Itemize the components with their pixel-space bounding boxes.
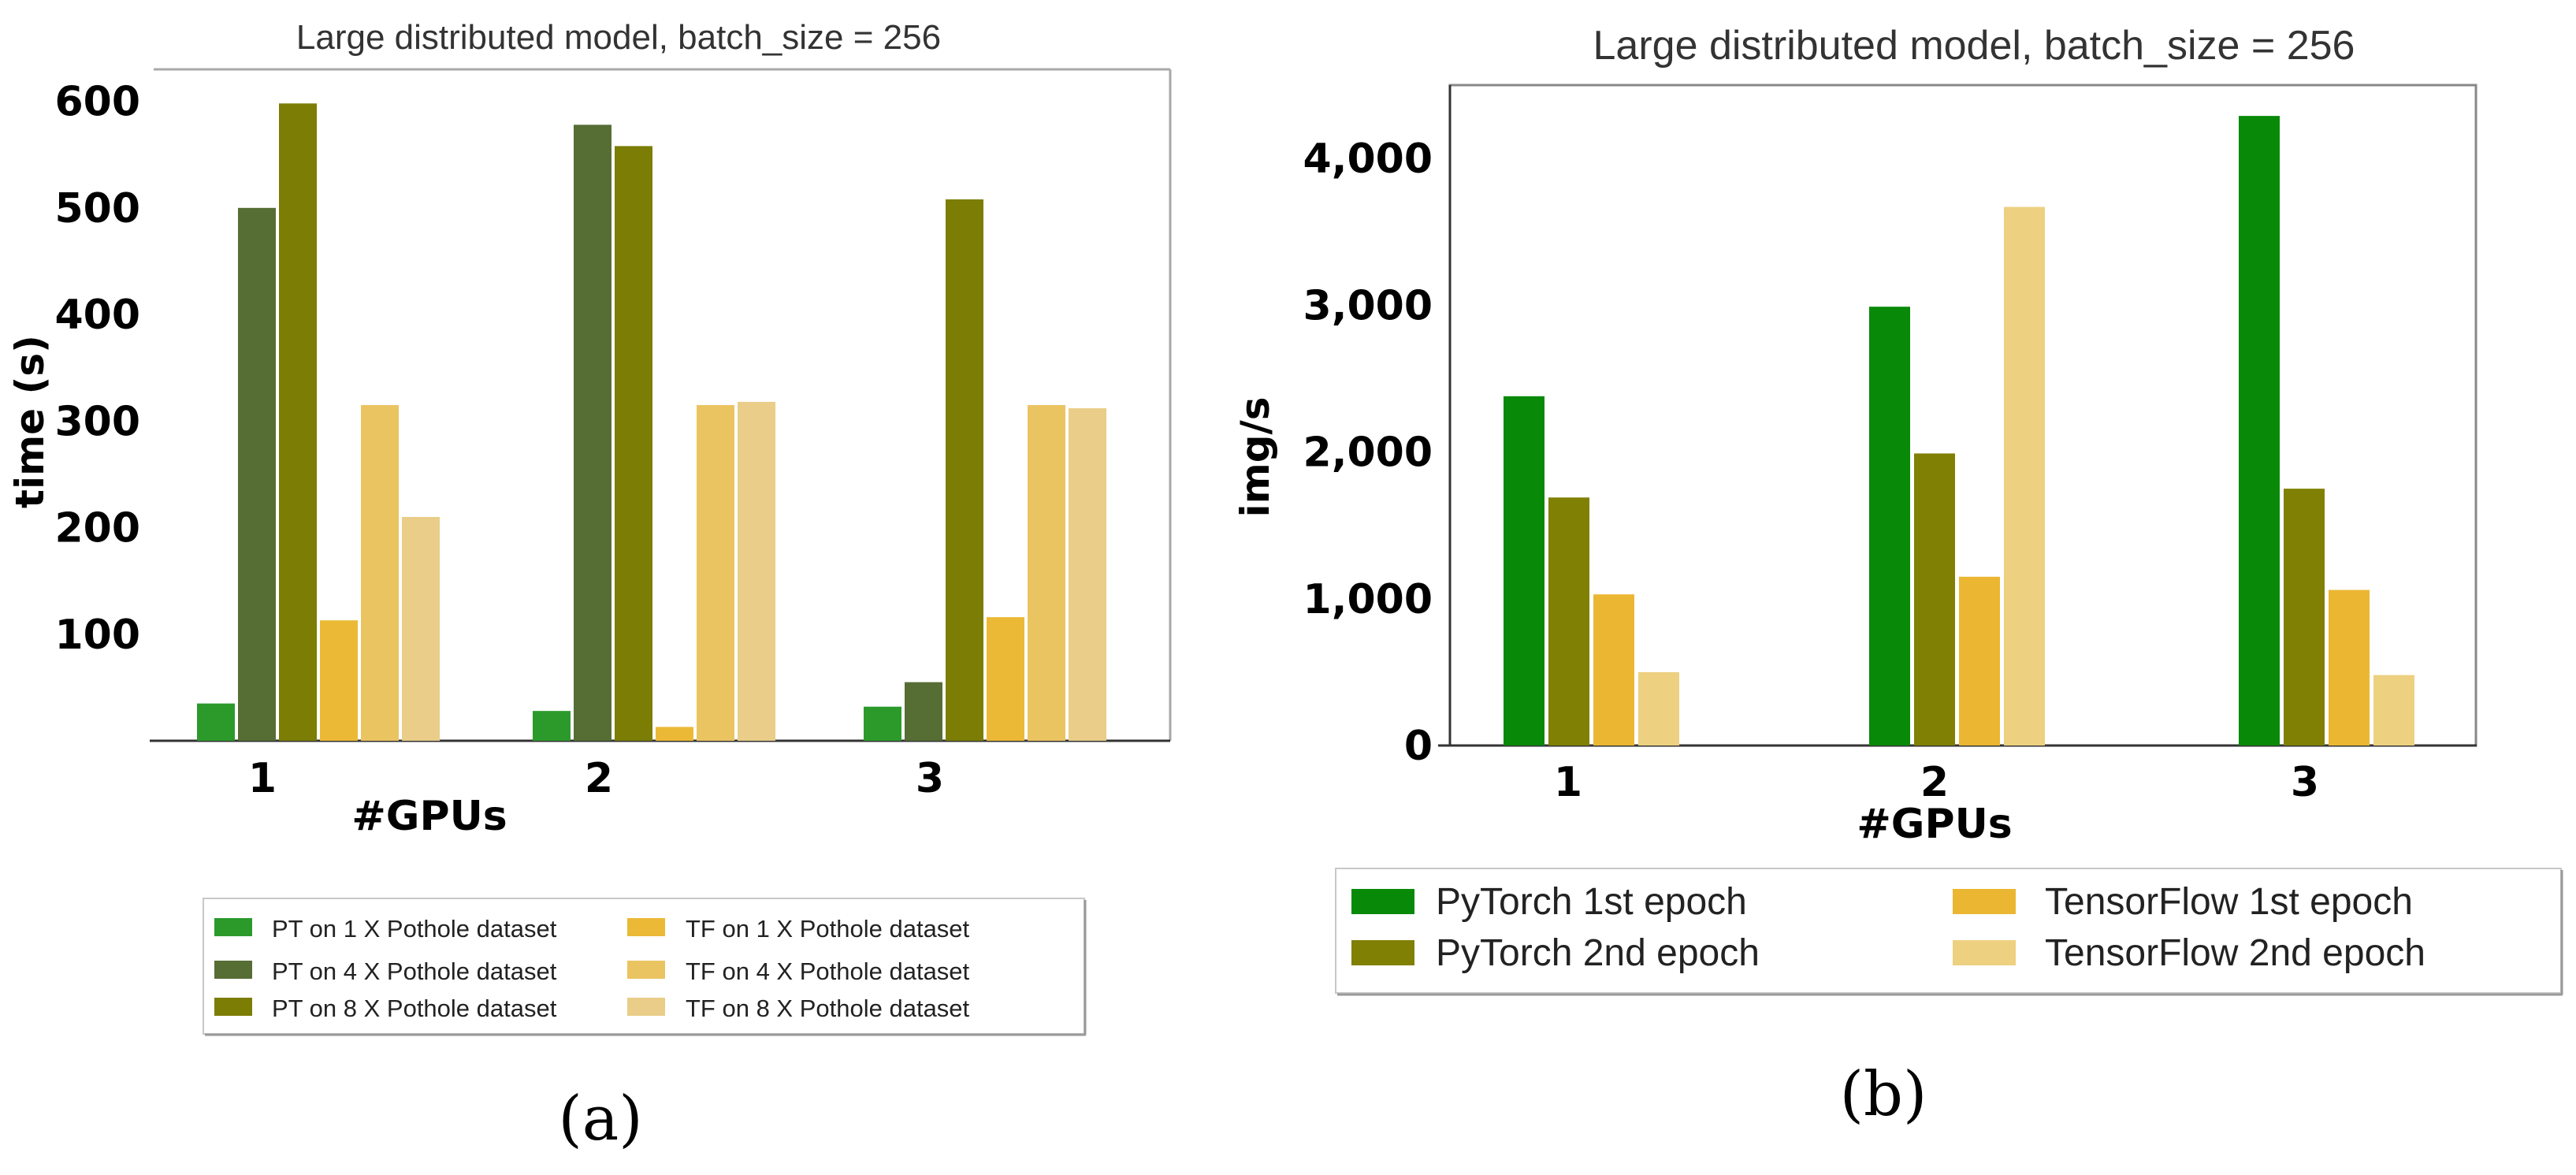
bar-b-pytorch-2nd-epoch-gpu3	[2284, 489, 2325, 746]
panel-b-ytick: 2,000	[1303, 429, 1433, 477]
panel-b-ytick: 3,000	[1303, 282, 1433, 329]
bar-a-pt-on-4-x-pothole-dataset-gpu1	[238, 207, 276, 741]
bar-b-tensorflow-1st-epoch-gpu3	[2329, 589, 2370, 746]
bar-a-pt-on-1-x-pothole-dataset-gpu2	[533, 711, 571, 741]
panel-b-ytick: 1,000	[1303, 576, 1433, 623]
bar-a-tf-on-8-x-pothole-dataset-gpu3	[1069, 408, 1106, 741]
legend-label-pytorch-1st: PyTorch 1st epoch	[1436, 881, 1747, 923]
bar-a-tf-on-1-x-pothole-dataset-gpu3	[987, 617, 1024, 741]
panel-b-caption: (b)	[1840, 1059, 1927, 1130]
bar-a-tf-on-8-x-pothole-dataset-gpu2	[738, 401, 775, 741]
panel-b-title: Large distributed model, batch_size = 25…	[1593, 23, 2355, 69]
bar-a-pt-on-1-x-pothole-dataset-gpu1	[197, 703, 235, 741]
bar-a-tf-on-4-x-pothole-dataset-gpu3	[1028, 405, 1065, 741]
legend-swatch-pt-1x	[214, 918, 252, 936]
bar-a-pt-on-1-x-pothole-dataset-gpu3	[864, 706, 901, 741]
legend-swatch-tf-8x	[627, 998, 665, 1016]
panel-b-xtick: 3	[2291, 759, 2319, 806]
legend-swatch-tensorflow-2nd	[1953, 940, 2016, 965]
panel-b-ytick: 4,000	[1303, 136, 1433, 183]
panel-b-xtick: 2	[1920, 759, 1949, 806]
legend-label-tf-1x: TF on 1 X Pothole dataset	[686, 915, 970, 943]
bar-b-pytorch-2nd-epoch-gpu1	[1548, 497, 1589, 746]
panel-b: Large distributed model, batch_size = 25…	[1232, 23, 2563, 1130]
panel-b-bars	[1504, 116, 2414, 746]
panel-a-xtick: 1	[248, 755, 277, 802]
bar-a-pt-on-8-x-pothole-dataset-gpu3	[946, 199, 983, 741]
panel-a-xtick: 3	[916, 755, 944, 802]
bar-b-pytorch-1st-epoch-gpu3	[2239, 116, 2280, 746]
bar-b-pytorch-2nd-epoch-gpu2	[1914, 453, 1955, 746]
legend-swatch-pt-4x	[214, 961, 252, 979]
bar-a-tf-on-4-x-pothole-dataset-gpu1	[361, 405, 399, 741]
bar-b-tensorflow-2nd-epoch-gpu2	[2004, 206, 2045, 746]
bar-a-tf-on-8-x-pothole-dataset-gpu1	[402, 517, 440, 741]
panel-a-ytick: 500	[54, 185, 140, 232]
panel-a-ytick: 300	[54, 398, 140, 445]
panel-b-y-label: img/s	[1232, 396, 1278, 517]
legend-label-tensorflow-1st: TensorFlow 1st epoch	[2045, 881, 2413, 923]
legend-label-pt-1x: PT on 1 X Pothole dataset	[272, 915, 557, 943]
panel-b-legend-box	[1335, 868, 2562, 994]
bar-a-pt-on-4-x-pothole-dataset-gpu2	[574, 125, 611, 742]
panel-b-x-label: #GPUs	[1857, 801, 2013, 848]
panel-a-caption: (a)	[558, 1084, 642, 1155]
bar-b-tensorflow-2nd-epoch-gpu1	[1638, 671, 1679, 746]
bar-a-tf-on-1-x-pothole-dataset-gpu2	[656, 727, 693, 741]
panel-b-legend: PyTorch 1st epoch PyTorch 2nd epoch Tens…	[1335, 868, 2563, 996]
legend-label-pt-4x: PT on 4 X Pothole dataset	[272, 957, 557, 985]
bar-a-tf-on-4-x-pothole-dataset-gpu2	[697, 405, 734, 741]
panel-a: Large distributed model, batch_size = 25…	[7, 18, 1172, 1155]
legend-swatch-pytorch-2nd	[1351, 940, 1414, 965]
legend-swatch-tf-4x	[627, 961, 665, 979]
panel-a-title: Large distributed model, batch_size = 25…	[296, 18, 941, 57]
legend-label-pytorch-2nd: PyTorch 2nd epoch	[1436, 932, 1760, 974]
bar-a-pt-on-4-x-pothole-dataset-gpu3	[905, 682, 942, 741]
panel-a-y-ticks: 100 200 300 400 500 600	[54, 79, 140, 659]
legend-swatch-tensorflow-1st	[1953, 889, 2016, 914]
panel-b-y-ticks: 0 1,000 2,000 3,000 4,000	[1303, 136, 1433, 770]
panel-b-xtick: 1	[1554, 759, 1582, 806]
panel-a-ytick: 600	[54, 79, 140, 126]
panel-a-ytick: 200	[54, 505, 140, 552]
panel-a-ytick: 400	[54, 292, 140, 339]
panel-b-ytick: 0	[1404, 723, 1433, 770]
bar-a-tf-on-1-x-pothole-dataset-gpu1	[320, 620, 358, 741]
legend-label-tensorflow-2nd: TensorFlow 2nd epoch	[2045, 932, 2425, 974]
legend-label-tf-4x: TF on 4 X Pothole dataset	[686, 957, 970, 985]
legend-swatch-pytorch-1st	[1351, 889, 1414, 914]
bar-a-pt-on-8-x-pothole-dataset-gpu2	[615, 146, 652, 741]
legend-label-tf-8x: TF on 8 X Pothole dataset	[686, 995, 970, 1022]
bar-b-tensorflow-1st-epoch-gpu2	[1959, 576, 2000, 746]
legend-label-pt-8x: PT on 8 X Pothole dataset	[272, 995, 557, 1022]
bar-b-tensorflow-2nd-epoch-gpu3	[2373, 675, 2414, 746]
panel-a-x-label: #GPUs	[351, 793, 507, 840]
panel-a-legend: PT on 1 X Pothole dataset PT on 4 X Poth…	[203, 898, 1087, 1036]
panel-a-xtick: 2	[585, 755, 613, 802]
bar-a-pt-on-8-x-pothole-dataset-gpu1	[279, 103, 317, 741]
bar-b-pytorch-1st-epoch-gpu2	[1869, 307, 1910, 746]
bar-b-pytorch-1st-epoch-gpu1	[1504, 396, 1544, 746]
panel-a-y-label: time (s)	[7, 335, 53, 508]
panel-a-ytick: 100	[54, 612, 140, 659]
legend-swatch-pt-8x	[214, 998, 252, 1016]
bar-b-tensorflow-1st-epoch-gpu1	[1593, 594, 1634, 746]
panel-a-bars	[197, 103, 1106, 742]
legend-swatch-tf-1x	[627, 918, 665, 936]
